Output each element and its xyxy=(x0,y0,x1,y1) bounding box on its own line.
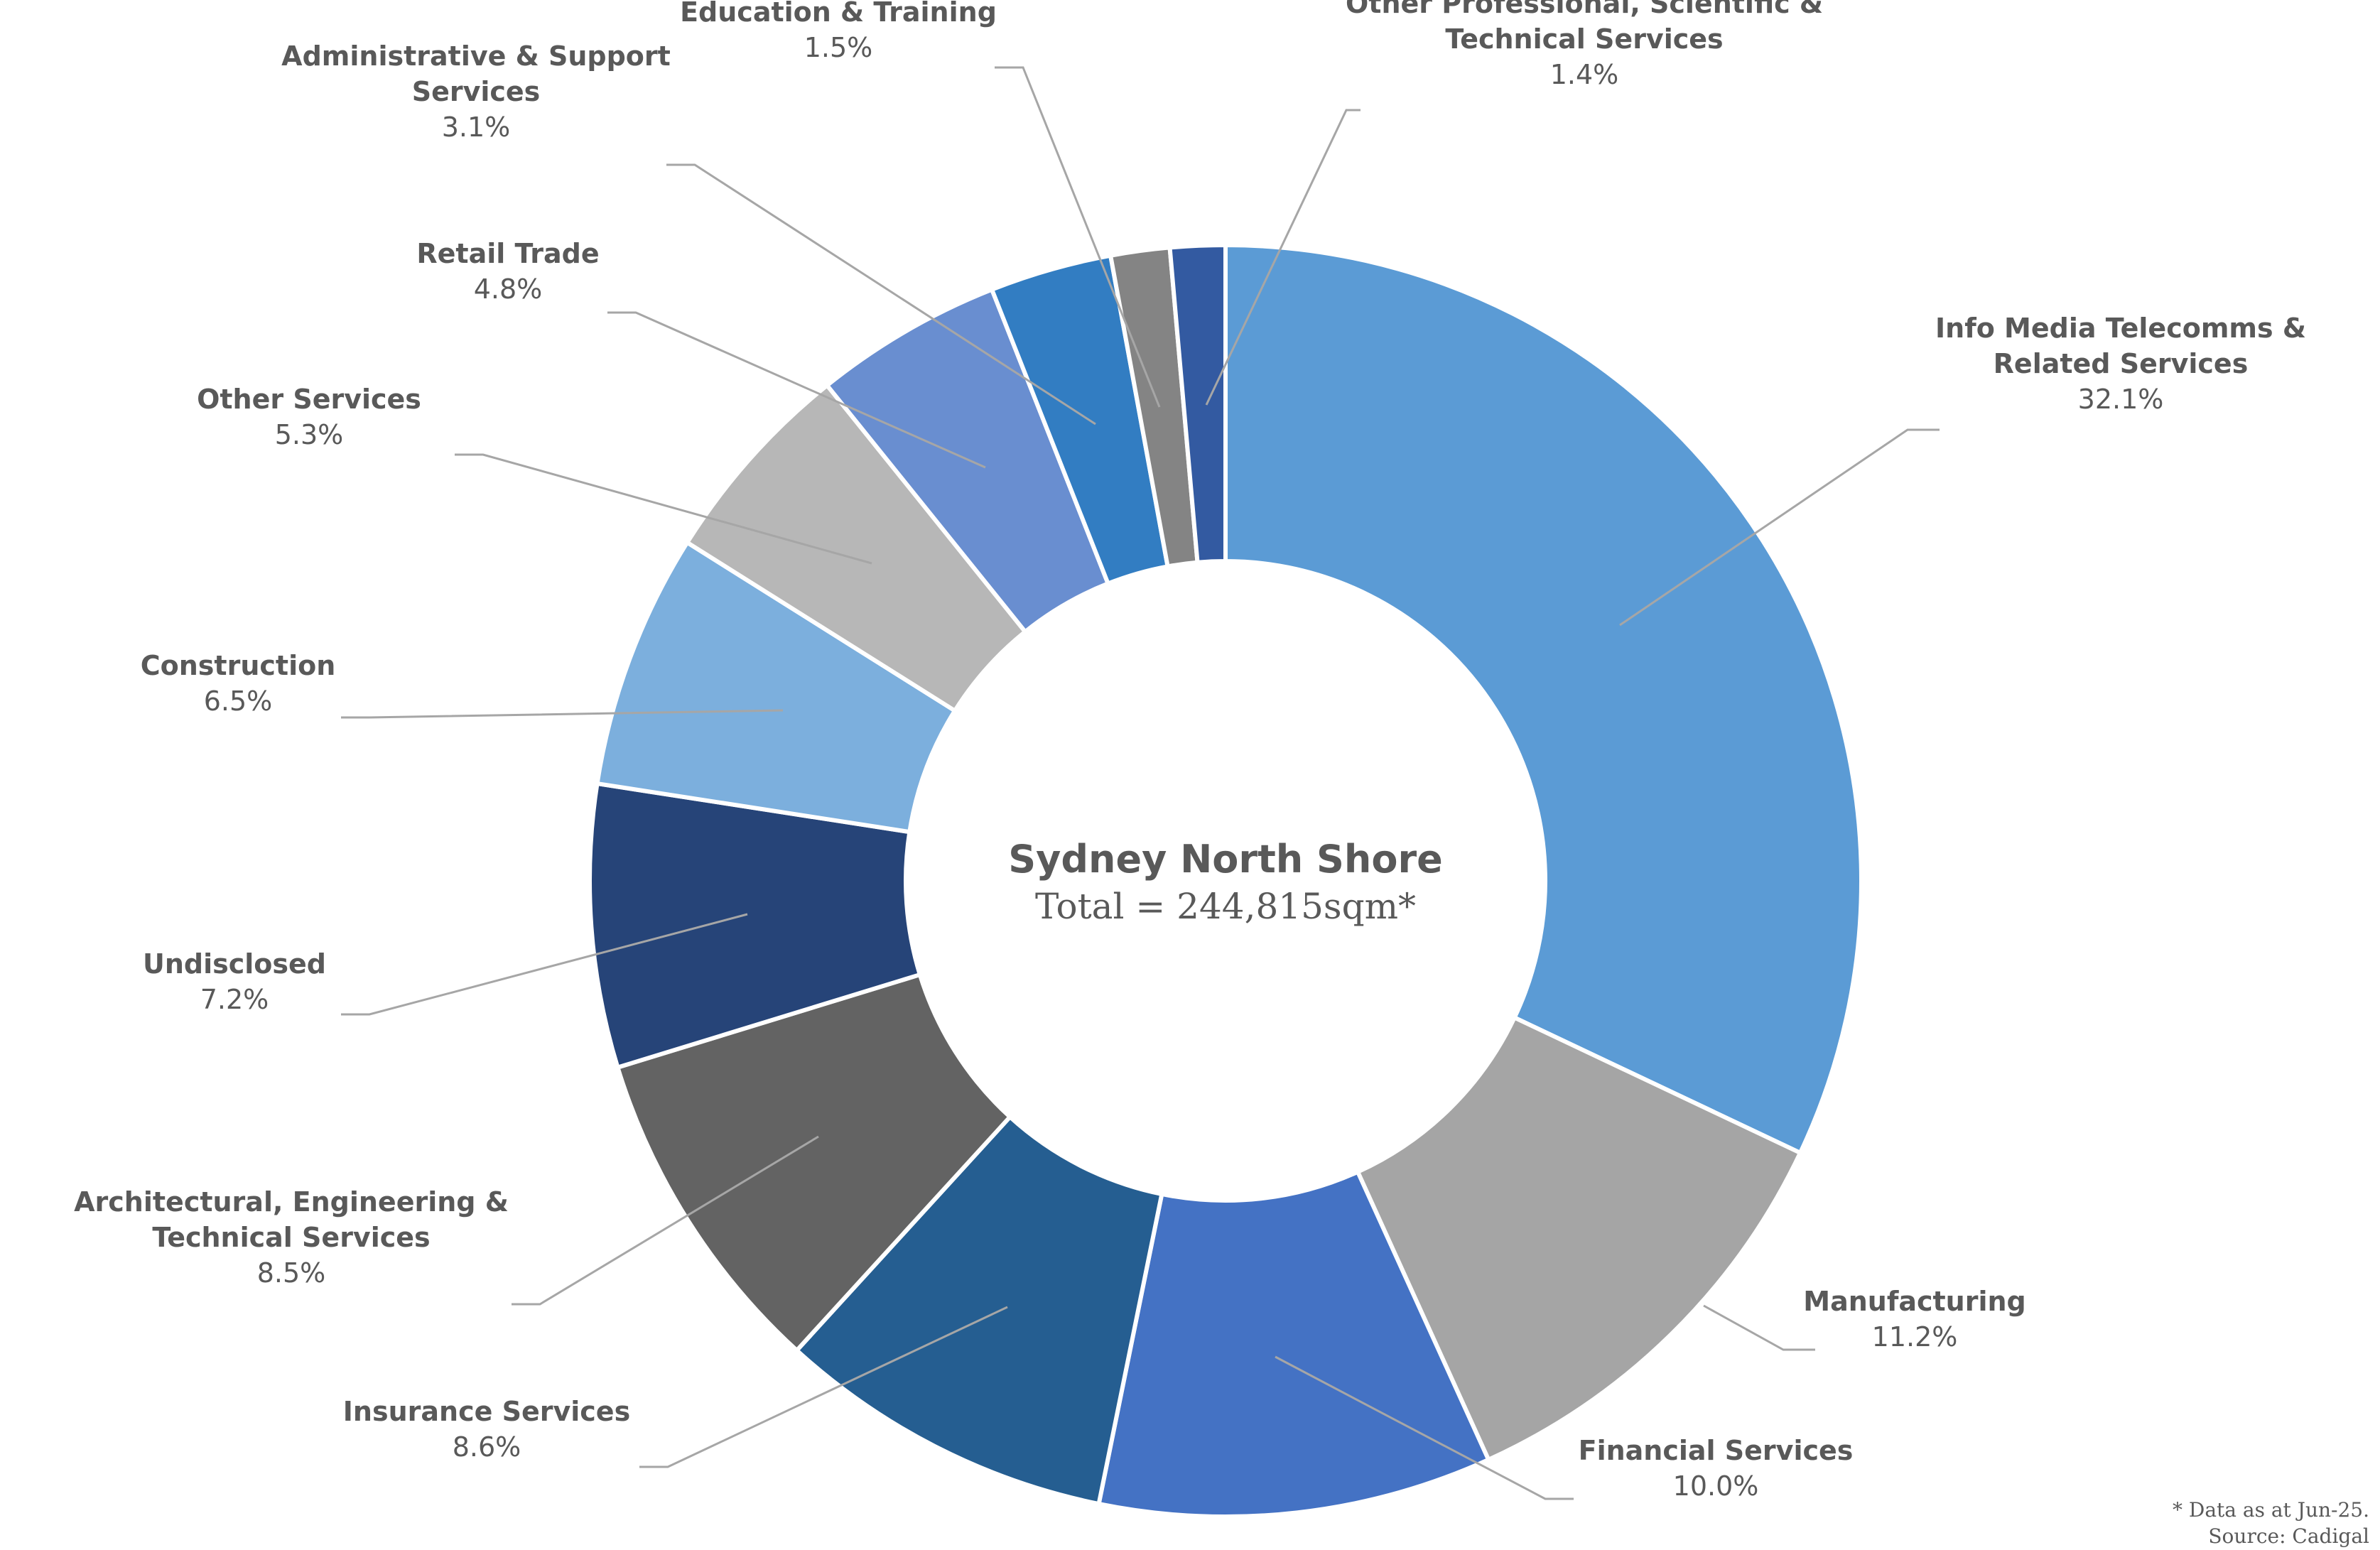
leader-line-0 xyxy=(1619,428,1940,627)
leader-line-4 xyxy=(512,1135,819,1306)
leader-line-10 xyxy=(995,66,1161,408)
slice-value-6: 6.5% xyxy=(204,685,273,717)
slice-label-0: Info Media Telecomms & Related Services 32… xyxy=(1935,313,2306,415)
slice-label-1: Manufacturing 11.2% xyxy=(1803,1286,2026,1353)
leader-line-2 xyxy=(1275,1355,1574,1500)
slice-value-1: 11.2% xyxy=(1872,1321,1958,1353)
slice-label-9: Administrative & Support Services 3.1% xyxy=(281,40,671,143)
slice-label-4: Architectural, Engineering & Technical Se… xyxy=(74,1186,509,1289)
leader-line-11 xyxy=(1205,109,1361,406)
slices-layer xyxy=(588,242,1864,1519)
slice-name-10-line-0: Education & Training xyxy=(680,0,997,28)
leader-line-5 xyxy=(341,913,748,1016)
slice-name-0-line-0: Info Media Telecomms & xyxy=(1935,313,2306,344)
leader-line-6 xyxy=(341,709,784,719)
slice-4 xyxy=(615,972,1013,1354)
slice-2 xyxy=(1096,1169,1492,1519)
slice-name-8-line-0: Retail Trade xyxy=(416,238,599,269)
slice-label-6: Construction 6.5% xyxy=(141,650,336,717)
slice-value-7: 5.3% xyxy=(275,419,344,450)
slice-name-7-line-0: Other Services xyxy=(197,384,421,415)
slice-name-9-line-1: Services xyxy=(412,76,541,107)
slice-name-2-line-0: Financial Services xyxy=(1579,1435,1854,1466)
slice-name-4-line-0: Architectural, Engineering & xyxy=(74,1186,509,1218)
leader-line-9 xyxy=(666,163,1096,426)
leader-lines xyxy=(341,66,1940,1500)
slice-label-3: Insurance Services 8.6% xyxy=(343,1396,630,1463)
slice-label-7: Other Services 5.3% xyxy=(197,384,421,450)
slice-11 xyxy=(1167,242,1228,565)
slice-name-5-line-0: Undisclosed xyxy=(143,948,326,980)
leader-line-3 xyxy=(639,1306,1008,1468)
slice-0 xyxy=(1223,242,1864,1156)
slice-labels: Info Media Telecomms & Related Services 32… xyxy=(74,0,2306,1502)
slice-label-10: Education & Training 1.5% xyxy=(680,0,997,63)
slice-name-11-line-1: Technical Services xyxy=(1445,23,1723,55)
slice-label-8: Retail Trade 4.8% xyxy=(416,238,599,305)
slice-label-5: Undisclosed 7.2% xyxy=(143,948,326,1015)
slice-value-8: 4.8% xyxy=(474,273,543,305)
slice-value-11: 1.4% xyxy=(1550,59,1619,90)
slice-name-9-line-0: Administrative & Support xyxy=(281,40,671,72)
footnote-source: Source: Cadigal xyxy=(2208,1524,2369,1548)
slice-label-11: Other Professional, Scientific & Technica… xyxy=(1346,0,1823,90)
slice-name-0-line-1: Related Services xyxy=(1994,348,2249,379)
leader-line-7 xyxy=(455,453,872,565)
slice-1 xyxy=(1355,1014,1803,1463)
slice-name-6-line-0: Construction xyxy=(141,650,336,681)
chart-subtitle: Total = 244,815sqm* xyxy=(1035,886,1416,927)
slice-value-2: 10.0% xyxy=(1673,1470,1759,1502)
slice-name-11-line-0: Other Professional, Scientific & xyxy=(1346,0,1823,19)
slice-label-2: Financial Services 10.0% xyxy=(1579,1435,1854,1502)
leader-line-1 xyxy=(1703,1304,1815,1351)
leader-line-8 xyxy=(607,311,986,469)
footnote-date: * Data as at Jun-25. xyxy=(2173,1498,2369,1522)
slice-name-1-line-0: Manufacturing xyxy=(1803,1286,2026,1317)
chart-title: Sydney North Shore xyxy=(1008,837,1442,882)
slice-name-4-line-1: Technical Services xyxy=(152,1222,430,1253)
slice-value-0: 32.1% xyxy=(2078,384,2164,415)
slice-name-3-line-0: Insurance Services xyxy=(343,1396,630,1427)
slice-3 xyxy=(794,1114,1164,1507)
slice-value-5: 7.2% xyxy=(200,984,269,1015)
slice-value-3: 8.6% xyxy=(453,1431,521,1463)
slice-value-4: 8.5% xyxy=(257,1257,326,1289)
slice-value-10: 1.5% xyxy=(804,32,873,63)
slice-value-9: 3.1% xyxy=(442,112,511,143)
slice-5 xyxy=(588,781,923,1071)
